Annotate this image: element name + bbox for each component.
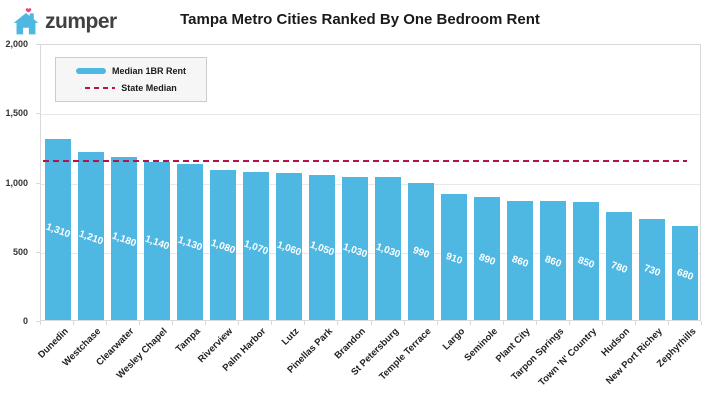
x-axis-tick [502,321,504,325]
x-axis-tick [172,321,174,325]
x-axis-tick [370,321,372,325]
x-axis-tick [205,321,207,325]
legend-label: State Median [121,83,177,93]
y-axis-label: 2,000 [5,39,28,49]
x-axis-tick [106,321,108,325]
y-axis-tick [36,321,40,322]
x-axis-label: Largo [440,326,467,353]
x-axis-tick [337,321,339,325]
x-axis-tick [73,321,75,325]
y-axis-label: 0 [22,316,28,326]
bar[interactable] [672,225,699,320]
y-axis-tick [36,44,40,45]
bar[interactable] [375,177,402,320]
bar[interactable] [176,163,203,320]
state-median-line [43,160,687,163]
gridline [41,114,700,116]
y-axis-label: 1,000 [5,177,28,188]
x-axis-tick [40,321,41,325]
bar[interactable] [573,202,600,320]
y-axis-tick [36,182,40,184]
bar[interactable] [77,152,104,320]
x-axis-tick [238,321,240,325]
bar[interactable] [606,211,633,320]
bar[interactable] [408,182,435,320]
x-axis-label: Tampa [173,326,203,355]
x-axis-tick [469,321,471,325]
bar[interactable] [242,171,269,320]
gridline [41,252,700,254]
x-axis-tick [568,321,570,325]
y-axis-tick [36,251,40,253]
x-axis-tick [634,321,636,325]
legend-item-state-median[interactable]: State Median [85,83,177,93]
zumper-house-icon [13,8,39,35]
x-axis-tick [667,321,669,325]
x-axis-tick [271,321,273,325]
x-axis-tick [701,321,702,325]
x-axis-label: Town 'N' Country [536,326,600,389]
bar[interactable] [341,177,368,320]
y-axis-label: 500 [12,246,28,257]
bar[interactable] [308,174,335,320]
bar[interactable] [639,218,666,320]
chart-legend: Median 1BR Rent State Median [55,57,207,102]
x-axis-tick [304,321,306,325]
legend-label: Median 1BR Rent [111,66,186,76]
bar[interactable] [507,200,534,320]
bar-swatch-icon [75,68,106,74]
bar[interactable] [44,138,71,320]
x-axis-tick [403,321,405,325]
bar[interactable] [110,156,137,320]
heart-icon [25,8,32,13]
bar[interactable] [474,196,501,320]
x-axis-tick [139,321,141,325]
bar[interactable] [143,162,170,320]
y-axis-tick [36,113,40,115]
bar[interactable] [540,200,567,320]
chart-title: Tampa Metro Cities Ranked By One Bedroom… [180,11,540,28]
zumper-logo[interactable]: zumper [12,6,117,38]
zumper-logo-text: zumper [45,10,117,33]
bar[interactable] [209,170,236,320]
x-axis-tick [535,321,537,325]
legend-item-median-rent[interactable]: Median 1BR Rent [75,66,186,76]
y-axis-label: 1,500 [5,108,28,119]
x-axis-tick [436,321,438,325]
bar[interactable] [441,193,468,320]
gridline [41,183,700,185]
dashed-line-swatch-icon [85,87,116,89]
x-axis-label: Lutz [280,326,302,348]
x-axis-tick [601,321,603,325]
bar[interactable] [275,173,302,320]
